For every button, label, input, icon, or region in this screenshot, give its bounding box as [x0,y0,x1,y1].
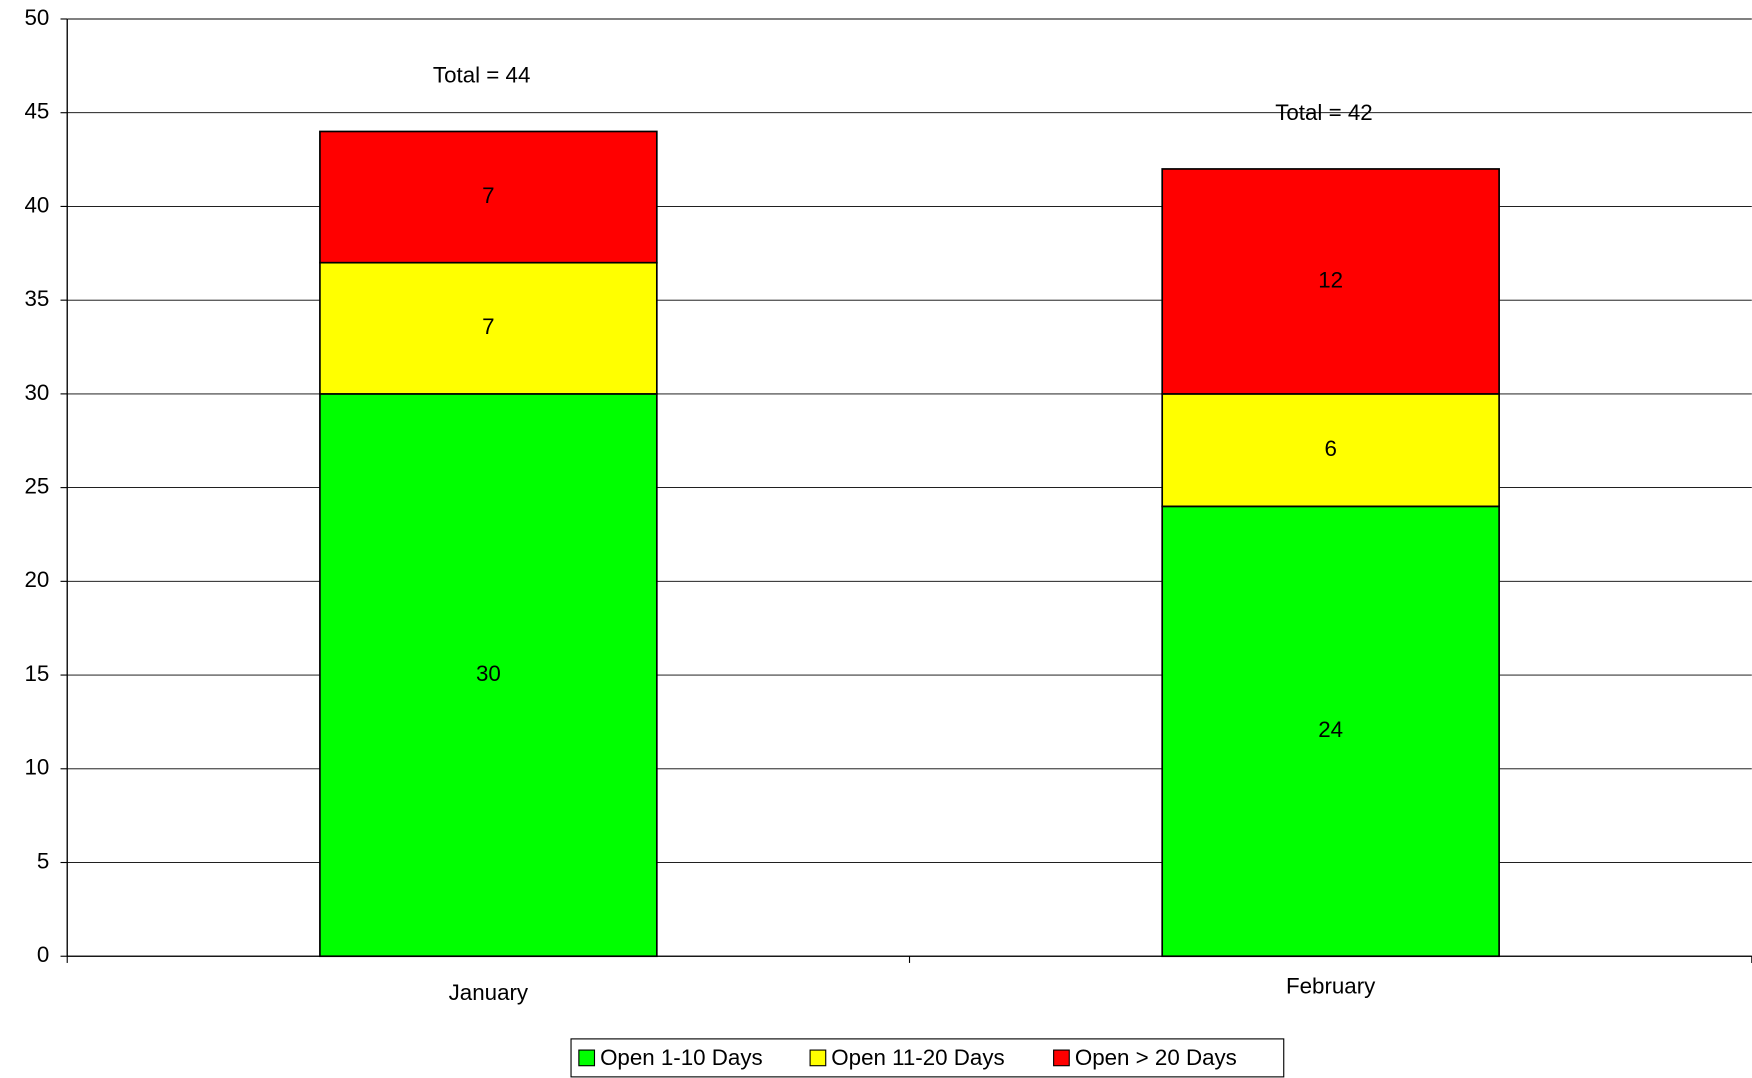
y-tick-label: 30 [25,380,50,405]
axes [60,18,1752,963]
total-label: Total = 44 [433,63,530,88]
y-tick-label: 25 [25,474,50,499]
legend-label: Open 11-20 Days [831,1045,1004,1070]
data-label: 24 [1318,717,1343,742]
data-label: 7 [482,314,494,339]
y-tick-label: 35 [25,286,50,311]
labels: 0 5 10 15 20 25 30 35 40 45 50 30 7 7 Total = 44 Januar… [25,5,1377,1005]
legend-swatch [578,1049,596,1067]
y-tick-label: 40 [25,192,50,217]
bar-segment [1161,505,1500,958]
legend-box [570,1038,1285,1078]
x-tick-label: January [449,980,529,1005]
legend-label: Open > 20 Days [1075,1045,1237,1070]
bar-segment [1161,168,1500,395]
bar-segment [319,130,658,264]
legend-swatch [1053,1049,1070,1067]
y-tick-label: 15 [25,661,50,686]
data-label: 30 [476,661,501,686]
legend-swatch [809,1049,827,1067]
y-tick-label: 45 [25,99,50,124]
data-label: 6 [1324,436,1336,461]
bars [319,130,1500,958]
y-tick-label: 10 [25,755,50,780]
bar-segment [1161,393,1500,508]
y-tick-label: 0 [37,942,49,967]
y-tick-label: 20 [25,567,50,592]
x-tick-label: February [1286,973,1376,998]
data-label: 7 [482,183,494,208]
legend: Open 1-10 Days Open 11-20 Days Open > 20 D… [578,1045,1237,1070]
total-label: Total = 42 [1275,100,1372,125]
y-tick-label: 50 [25,5,50,30]
bar-segment [319,393,658,958]
y-tick-label: 5 [37,848,49,873]
data-label: 12 [1318,267,1343,292]
bar-segment [319,261,658,395]
legend-label: Open 1-10 Days [600,1045,763,1070]
